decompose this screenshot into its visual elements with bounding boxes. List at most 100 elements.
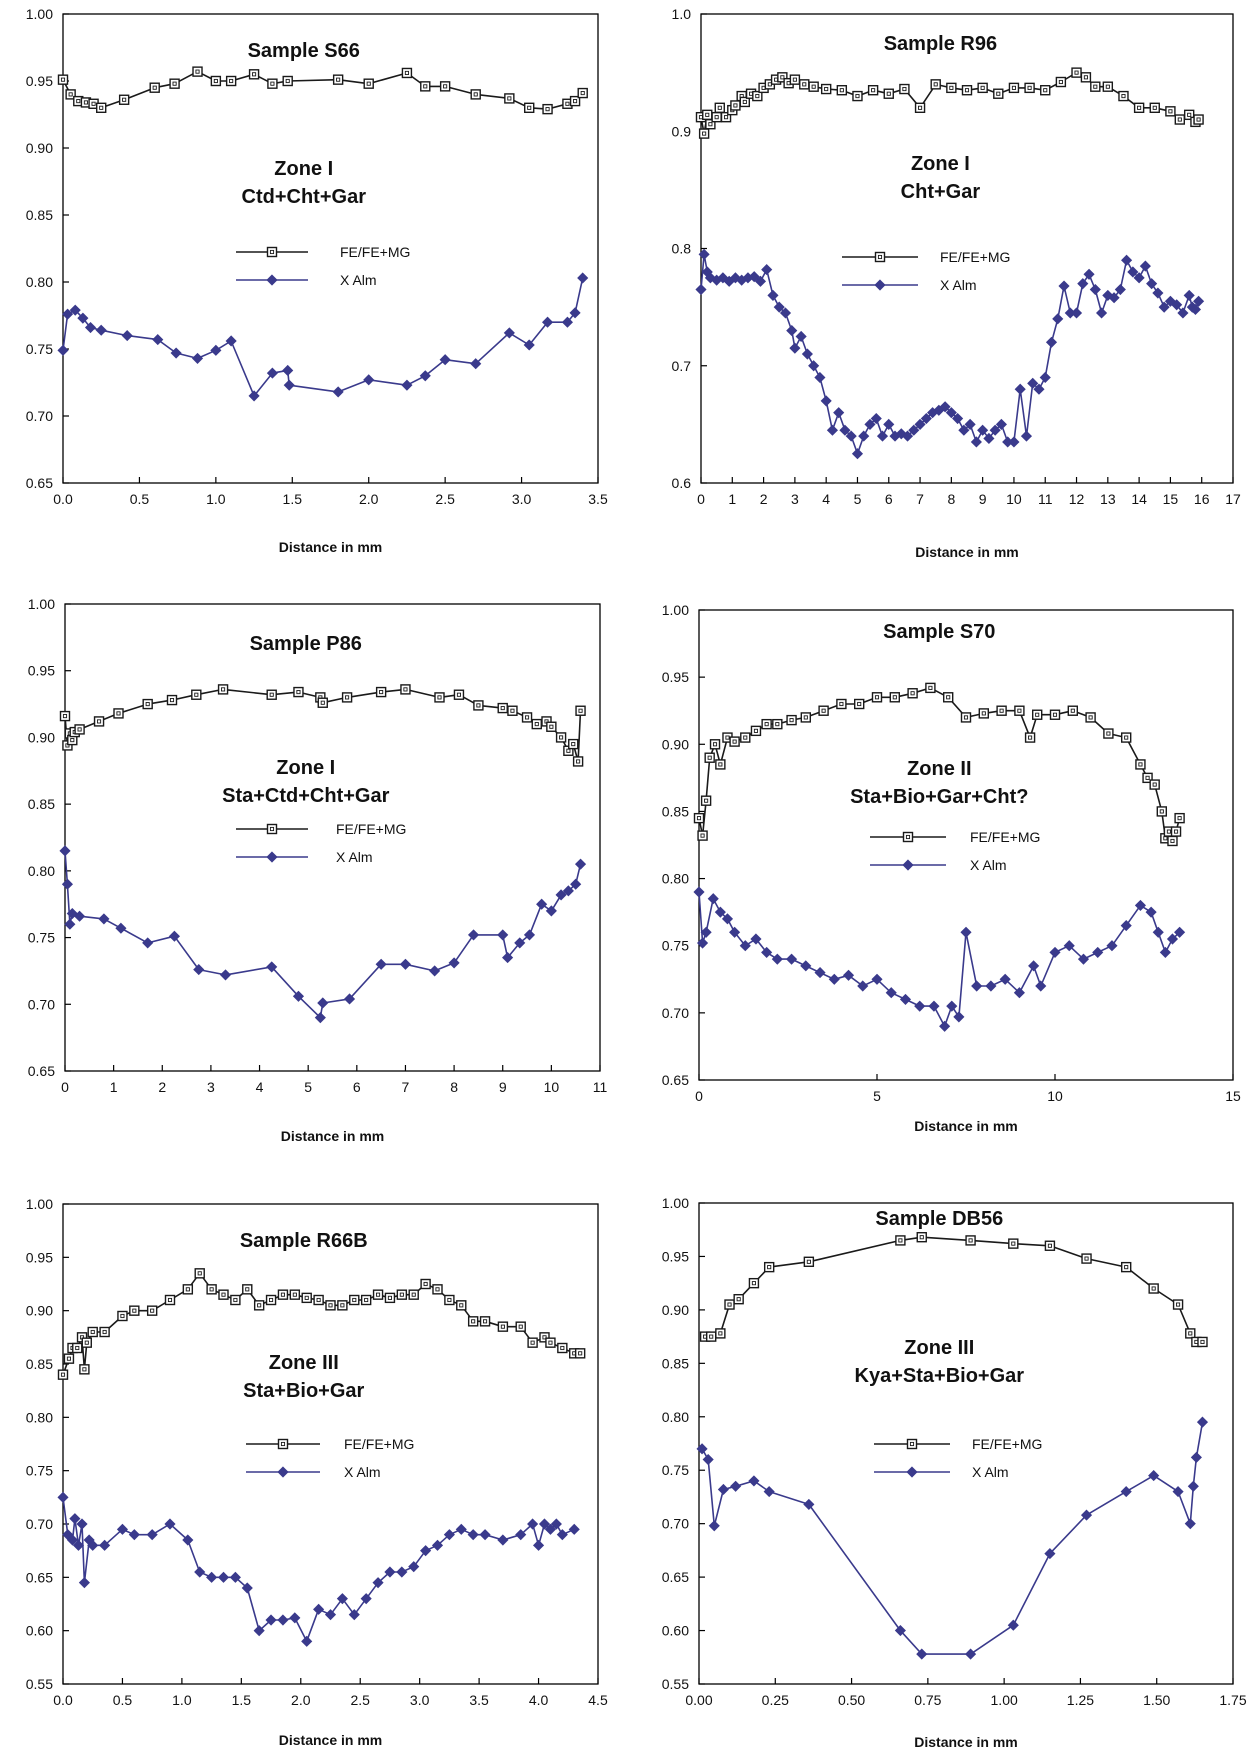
- data-point-fe-inner: [195, 69, 200, 74]
- data-point-xalm: [730, 1480, 742, 1492]
- x-axis-label: Distance in mm: [279, 539, 382, 555]
- data-point-xalm: [206, 1571, 218, 1583]
- data-point-fe: [282, 75, 293, 87]
- data-point-xalm: [283, 379, 295, 391]
- y-tick-label: 0.75: [662, 938, 689, 954]
- data-point-fe-inner: [580, 91, 585, 96]
- data-point-fe: [1080, 72, 1092, 83]
- data-point-xalm: [970, 436, 982, 448]
- y-tick-label: 0.60: [26, 1623, 53, 1639]
- data-point-xalm: [839, 424, 851, 436]
- data-point-fe-inner: [571, 742, 576, 747]
- data-point-fe: [317, 697, 328, 708]
- data-point-fe-inner: [443, 84, 448, 89]
- data-point-fe: [569, 95, 581, 107]
- data-point-fe-inner: [892, 695, 897, 700]
- data-point-xalm: [467, 1529, 479, 1541]
- data-point-fe: [1014, 705, 1025, 716]
- data-point-fe-inner: [280, 1292, 285, 1297]
- data-point-xalm: [1070, 307, 1083, 319]
- data-point-xalm: [700, 926, 712, 938]
- data-point-fe: [693, 812, 705, 824]
- data-point-xalm: [348, 1609, 360, 1621]
- data-point-fe-inner: [919, 1235, 924, 1240]
- data-point-fe-inner: [328, 1303, 333, 1308]
- data-point-fe: [1103, 728, 1114, 739]
- data-point-fe-inner: [1196, 117, 1201, 122]
- chart-title: Sample S70: [883, 621, 995, 643]
- data-point-xalm: [773, 301, 785, 313]
- data-point-fe-inner: [968, 1238, 973, 1243]
- data-point-fe-inner: [1159, 809, 1164, 814]
- data-point-fe-inner: [459, 1303, 464, 1308]
- data-point-xalm: [717, 1483, 729, 1496]
- zone-label: Zone I: [274, 158, 333, 180]
- data-point-xalm: [870, 412, 882, 425]
- data-point-fe: [444, 1294, 455, 1306]
- data-point-fe: [408, 1289, 419, 1300]
- data-point-fe-inner: [1070, 708, 1075, 713]
- data-point-fe-inner: [82, 1367, 87, 1372]
- data-point-fe-inner: [197, 1271, 202, 1276]
- data-point-fe: [79, 1364, 90, 1375]
- data-point-fe: [497, 702, 508, 714]
- data-point-fe-inner: [352, 1297, 357, 1303]
- data-point-fe-inner: [145, 702, 150, 707]
- data-point-xalm: [1058, 280, 1070, 292]
- data-point-fe: [191, 689, 202, 700]
- data-point-fe-inner: [708, 122, 713, 127]
- data-point-xalm: [964, 418, 976, 430]
- assemblage-label: Sta+Ctd+Cht+Gar: [222, 785, 389, 807]
- data-point-fe: [93, 716, 105, 727]
- data-point-xalm: [708, 1520, 720, 1532]
- data-point-fe: [698, 128, 710, 139]
- data-point-fe-inner: [96, 719, 102, 724]
- data-point-fe: [907, 688, 918, 699]
- data-point-xalm: [336, 1593, 348, 1605]
- data-point-xalm: [965, 1648, 977, 1660]
- data-point-fe-inner: [718, 1331, 723, 1336]
- data-point-fe-inner: [578, 1351, 583, 1356]
- data-point-fe: [325, 1300, 336, 1311]
- x-tick-label: 8: [947, 491, 955, 507]
- y-tick-label: 0.80: [662, 1409, 689, 1425]
- data-point-xalm: [1190, 1451, 1202, 1463]
- x-tick-label: 1.00: [991, 1692, 1018, 1708]
- data-point-xalm: [343, 993, 356, 1005]
- data-point-fe-inner: [727, 1302, 732, 1307]
- data-point-fe-inner: [802, 82, 807, 87]
- data-point-xalm: [1089, 283, 1101, 296]
- data-point-xalm: [62, 308, 74, 320]
- data-point-fe: [384, 1292, 396, 1304]
- plot-frame: [62, 1203, 599, 1685]
- x-tick-label: 11: [1038, 491, 1053, 507]
- data-point-fe: [545, 1337, 556, 1348]
- data-point-fe-inner: [60, 77, 66, 82]
- data-point-xalm: [885, 987, 897, 999]
- data-point-xalm: [66, 1534, 79, 1546]
- data-point-fe: [301, 1292, 312, 1304]
- data-point-fe-inner: [84, 1340, 89, 1345]
- data-point-xalm: [448, 957, 460, 969]
- data-point-xalm: [1044, 1548, 1056, 1560]
- data-point-fe-inner: [233, 1297, 238, 1303]
- data-point-fe-inner: [269, 1297, 274, 1303]
- x-tick-label: 13: [1100, 491, 1116, 507]
- data-point-xalm: [396, 1566, 408, 1578]
- x-tick-label: 16: [1194, 491, 1210, 507]
- data-point-fe-inner: [99, 105, 104, 110]
- data-point-xalm: [121, 330, 133, 342]
- data-point-fe-inner: [714, 115, 719, 120]
- data-point-xalm: [164, 1518, 176, 1530]
- data-point-xalm: [497, 929, 509, 941]
- data-point-xalm: [1193, 295, 1205, 307]
- data-point-fe: [799, 79, 810, 90]
- data-point-fe-inner: [725, 735, 730, 740]
- data-point-fe: [930, 79, 941, 90]
- data-point-xalm: [1028, 960, 1040, 972]
- data-point-fe-inner: [839, 701, 844, 707]
- x-tick-label: 12: [1069, 491, 1085, 507]
- data-point-xalm: [857, 980, 869, 992]
- data-point-xalm: [842, 969, 855, 981]
